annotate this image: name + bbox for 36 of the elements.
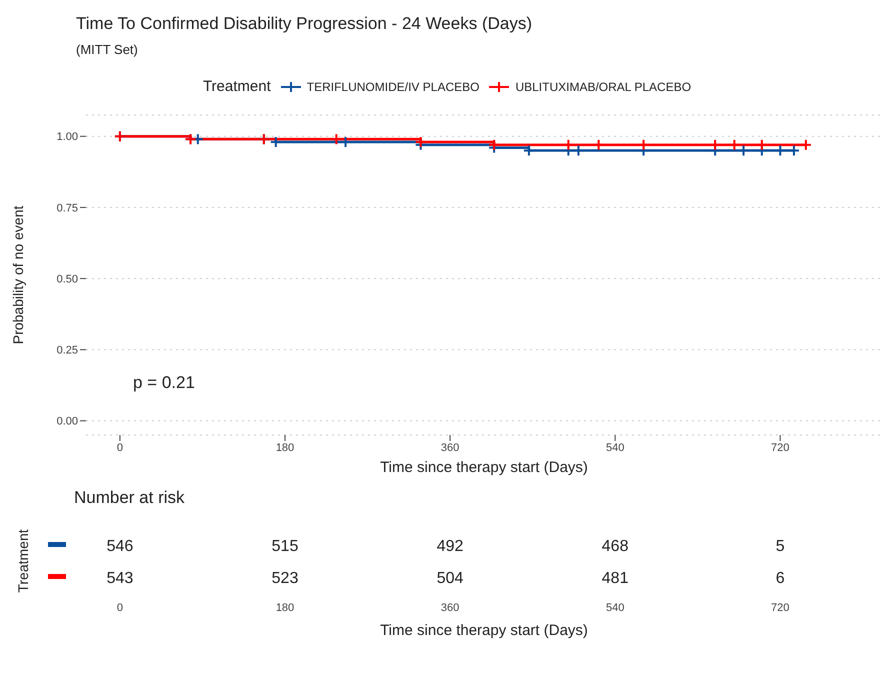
x-tick-label: 720 (771, 442, 790, 454)
y-tick-label: 0.25 (56, 344, 78, 357)
x-tick-label: 360 (440, 602, 460, 614)
x-tick-label: 180 (276, 442, 294, 454)
data-label: 546 (106, 538, 134, 555)
data-label: 492 (436, 538, 464, 555)
x-tick-label: 360 (440, 442, 460, 454)
x-tick-label: 180 (276, 602, 294, 614)
data-label: 515 (272, 538, 298, 555)
chart-subtitle: (MITT Set) (76, 42, 138, 57)
y-axis-title: Treatment (15, 529, 31, 593)
data-label: 5 (776, 538, 785, 555)
y-tick-label: 1.00 (56, 131, 78, 144)
chart-title: Time To Confirmed Disability Progression - 24 Weeks (Days) (76, 14, 532, 34)
x-axis-title: Time since therapy start (Days) (380, 622, 588, 639)
chart-title: Number at risk (74, 488, 186, 507)
x-tick-label: 0 (116, 442, 123, 454)
x-tick-label: 0 (116, 602, 123, 614)
x-tick-label: 540 (606, 602, 624, 614)
x-tick-label: 540 (606, 442, 624, 454)
y-tick-label: 0.50 (56, 273, 78, 286)
x-axis-title: Time since therapy start (Days) (380, 459, 588, 476)
data-label: 481 (602, 570, 629, 587)
legend-title: Treatment (202, 78, 271, 95)
data-label: 504 (436, 570, 464, 587)
data-label: 523 (272, 570, 298, 587)
y-tick-label: 0.00 (56, 416, 78, 428)
y-tick-label: 0.75 (56, 202, 78, 214)
legend-label: UBLITUXIMAB/ORAL PLACEBO (515, 80, 692, 94)
legend-label: TERIFLUNOMIDE/IV PLACEBO (306, 80, 480, 94)
data-label: 6 (776, 570, 785, 587)
y-axis-title: Probability of no event (10, 206, 26, 344)
x-tick-label: 720 (771, 602, 790, 614)
annotation: p = 0.21 (133, 373, 195, 393)
data-label: 543 (106, 570, 134, 587)
data-label: 468 (602, 538, 629, 555)
